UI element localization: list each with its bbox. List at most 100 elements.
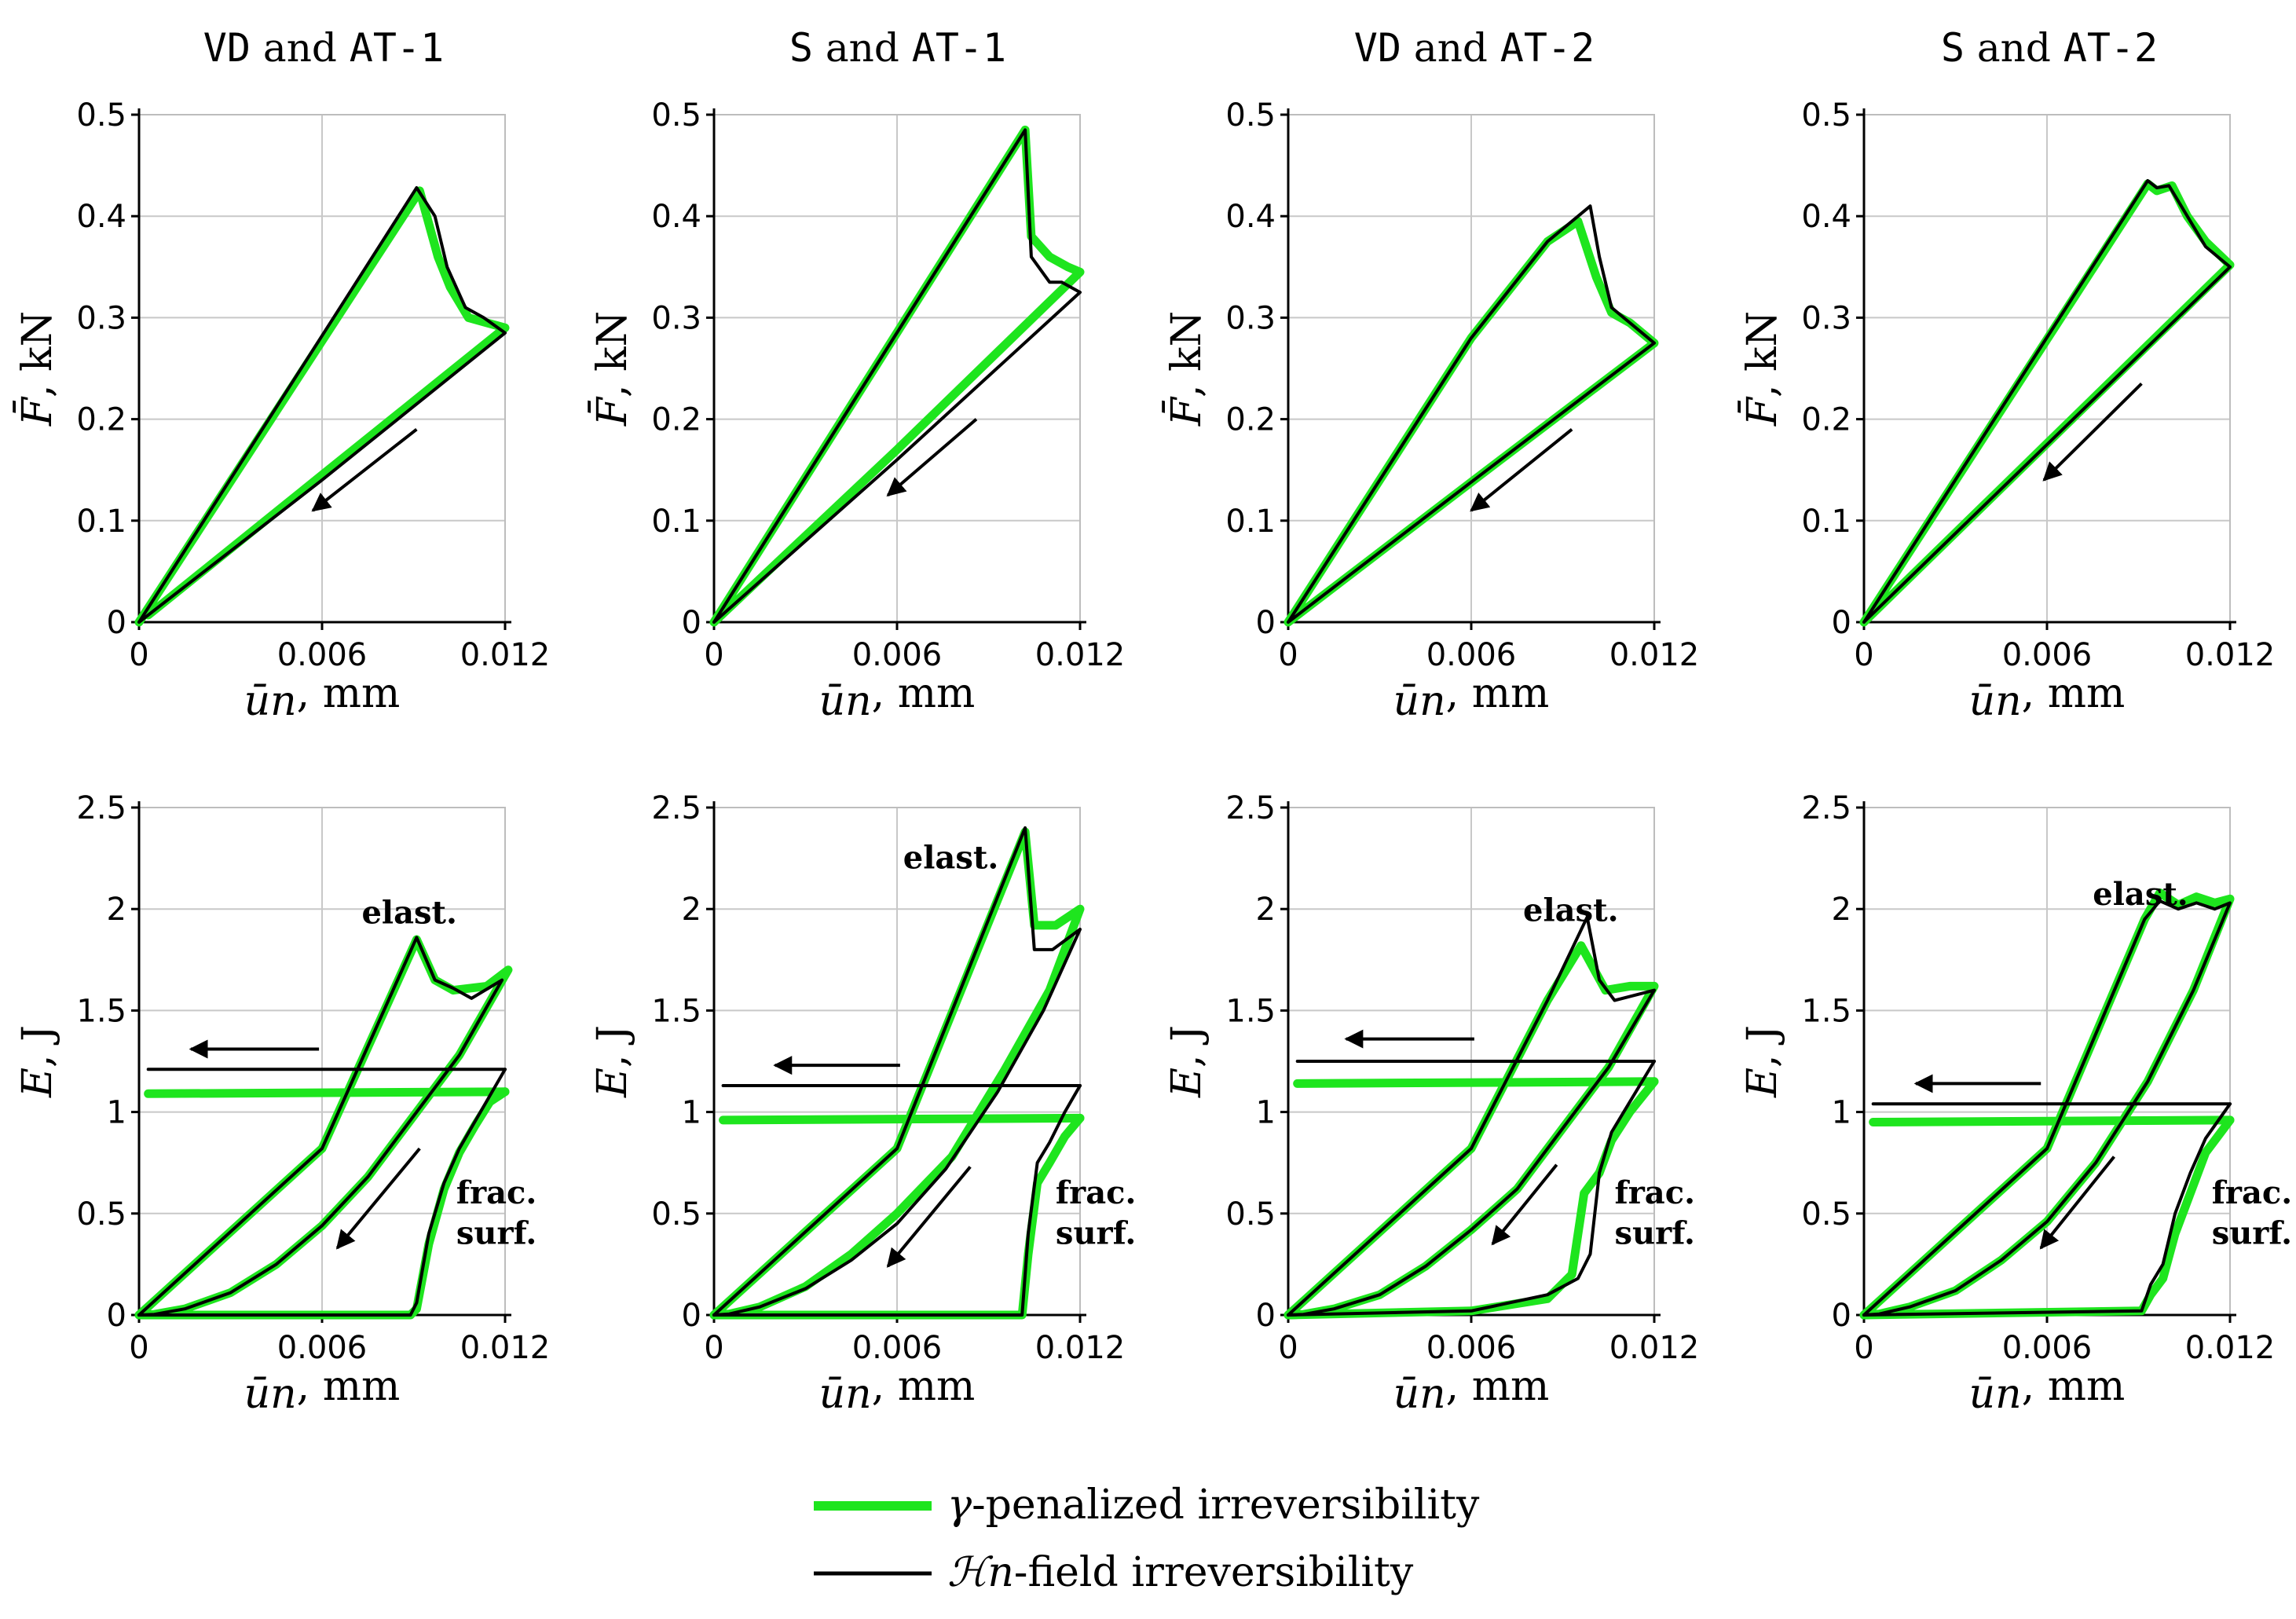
series-hn-line [137, 936, 504, 1317]
series-hn-line [1862, 1102, 2232, 1317]
x-tick-label: 0 [1278, 1330, 1298, 1366]
x-tick-label: 0.006 [1426, 1330, 1517, 1366]
series-hn-line [712, 128, 1082, 624]
series-hn-line [1287, 915, 1656, 1317]
y-tick-label: 1 [1256, 1095, 1276, 1131]
annotation-label: elast. [1523, 892, 1618, 929]
series-hn-line [1287, 204, 1656, 624]
annotation-label: frac. [2212, 1174, 2292, 1211]
y-tick-label: 0.1 [1225, 504, 1276, 540]
panel-F-VD-AT2: 0 0.1 0.2 0.3 0.4 0.5 0 0.006 0.012 ūn, mm F̄, kN [1163, 97, 1700, 725]
y-tick-label: 2 [107, 892, 126, 928]
legend: γ-penalized irreversibility ℋn-field irr… [814, 1482, 1480, 1596]
y-tick-label: 0.4 [1225, 199, 1276, 235]
y-tick-label: 0 [682, 1298, 701, 1334]
y-tick-label: 2 [682, 892, 701, 928]
annotation-label: surf. [456, 1215, 536, 1252]
y-tick-label: 2 [1256, 892, 1276, 928]
x-tick-label: 0.006 [277, 637, 368, 673]
y-tick-label: 2.5 [1801, 790, 1851, 826]
column-title-4: S and AT-2 [1941, 25, 2158, 71]
panel-E-S-AT1: 0 0.5 1 1.5 2 2.5 0 0.006 0.012 ūn, mm E, J elast. f… [589, 790, 1136, 1418]
y-tick-label: 0.5 [1225, 97, 1276, 134]
x-tick-label: 0 [1854, 1330, 1873, 1366]
series-hn-line [137, 186, 507, 624]
x-tick-label: 0 [129, 1330, 148, 1366]
x-axis-label: ūn, mm [1393, 1363, 1550, 1418]
column-title-2: S and AT-1 [789, 25, 1006, 71]
y-tick-label: 1.5 [1801, 993, 1851, 1029]
panel-F-VD-AT1: 0 0.1 0.2 0.3 0.4 0.5 0 0.006 0.012 ūn, mm F̄, kN [13, 97, 551, 725]
series-hn-line [712, 826, 1082, 1317]
x-tick-label: 0.006 [2002, 1330, 2093, 1366]
x-axis-label: ūn, mm [244, 1363, 401, 1418]
panel-E-VD-AT1: 0 0.5 1 1.5 2 2.5 0 0.006 0.012 ūn, mm E, J elast. f… [14, 790, 550, 1418]
y-axis-label: F̄, kN [13, 311, 61, 427]
y-tick-label: 1.5 [76, 993, 126, 1029]
y-tick-label: 0.5 [651, 1196, 701, 1233]
y-tick-label: 0.4 [1801, 199, 1851, 235]
column-title-3: VD and AT-2 [1354, 25, 1595, 71]
y-tick-label: 0.2 [1225, 402, 1276, 438]
y-axis-label: E, J [1163, 1025, 1210, 1098]
x-tick-label: 0.006 [277, 1330, 368, 1366]
y-tick-label: 0 [1256, 605, 1276, 641]
x-tick-label: 0 [1854, 637, 1873, 673]
x-tick-label: 0.006 [852, 1330, 943, 1366]
x-tick-label: 0.012 [1035, 637, 1126, 673]
direction-arrow [886, 418, 978, 497]
x-axis-label: ūn, mm [1393, 670, 1550, 725]
legend-label-gamma: γ-penalized irreversibility [947, 1482, 1480, 1529]
annotation-label: frac. [1615, 1174, 1695, 1211]
direction-arrow [335, 1147, 421, 1250]
column-title-1: VD and AT-1 [203, 25, 444, 71]
y-tick-label: 0.3 [1225, 300, 1276, 336]
direction-arrow [1470, 427, 1573, 512]
y-tick-label: 2.5 [1225, 790, 1276, 826]
y-tick-label: 0.5 [76, 1196, 126, 1233]
y-tick-label: 0.4 [651, 199, 701, 235]
y-tick-label: 1 [682, 1095, 701, 1131]
annotation-label: elast. [2093, 876, 2188, 913]
y-tick-label: 2.5 [76, 790, 126, 826]
x-tick-label: 0.006 [2002, 637, 2093, 673]
panel-E-VD-AT2: 0 0.5 1 1.5 2 2.5 0 0.006 0.012 ūn, mm E, J elast. f… [1163, 790, 1699, 1418]
column-titles: VD and AT-1 S and AT-1 VD and AT-2 S and… [203, 25, 2158, 71]
x-tick-label: 0.006 [1426, 637, 1517, 673]
x-tick-label: 0.012 [460, 637, 551, 673]
series-hn-line [1862, 899, 2232, 1317]
x-axis-label: ūn, mm [1969, 670, 2126, 725]
y-tick-label: 0 [1832, 605, 1851, 641]
series-gamma-line [1869, 1115, 2235, 1126]
panel-F-S-AT2: 0 0.1 0.2 0.3 0.4 0.5 0 0.006 0.012 ūn, mm F̄, kN [1738, 97, 2276, 725]
annotation-label: surf. [1056, 1215, 1136, 1252]
direction-arrow [886, 1166, 972, 1268]
series-gamma-line [134, 935, 513, 1320]
x-tick-label: 0 [704, 637, 723, 673]
y-tick-label: 0 [107, 1298, 126, 1334]
y-tick-label: 0 [107, 605, 126, 641]
y-axis-label: E, J [1739, 1025, 1786, 1098]
annotation-label: surf. [2212, 1215, 2292, 1252]
y-tick-label: 0 [1832, 1298, 1851, 1334]
y-tick-label: 1 [107, 1095, 126, 1131]
y-tick-label: 0.3 [651, 300, 701, 336]
direction-arrow [2042, 382, 2143, 482]
y-tick-label: 0.4 [76, 199, 126, 235]
y-tick-label: 0.5 [76, 97, 126, 134]
x-axis-label: ūn, mm [819, 1363, 976, 1418]
series-gamma-line [1293, 1077, 1659, 1088]
y-axis-label: F̄, kN [588, 311, 636, 427]
y-axis-label: F̄, kN [1163, 311, 1210, 427]
y-axis-label: F̄, kN [1738, 311, 1786, 427]
y-tick-label: 0.3 [76, 300, 126, 336]
x-tick-label: 0.012 [1035, 1330, 1126, 1366]
x-tick-label: 0 [129, 637, 148, 673]
series-hn-line [1862, 179, 2232, 624]
y-tick-label: 0.2 [76, 402, 126, 438]
x-axis-label: ūn, mm [819, 670, 976, 725]
series-gamma-line [719, 1113, 1085, 1125]
x-tick-label: 0.012 [2185, 637, 2276, 673]
y-tick-label: 0.1 [76, 504, 126, 540]
